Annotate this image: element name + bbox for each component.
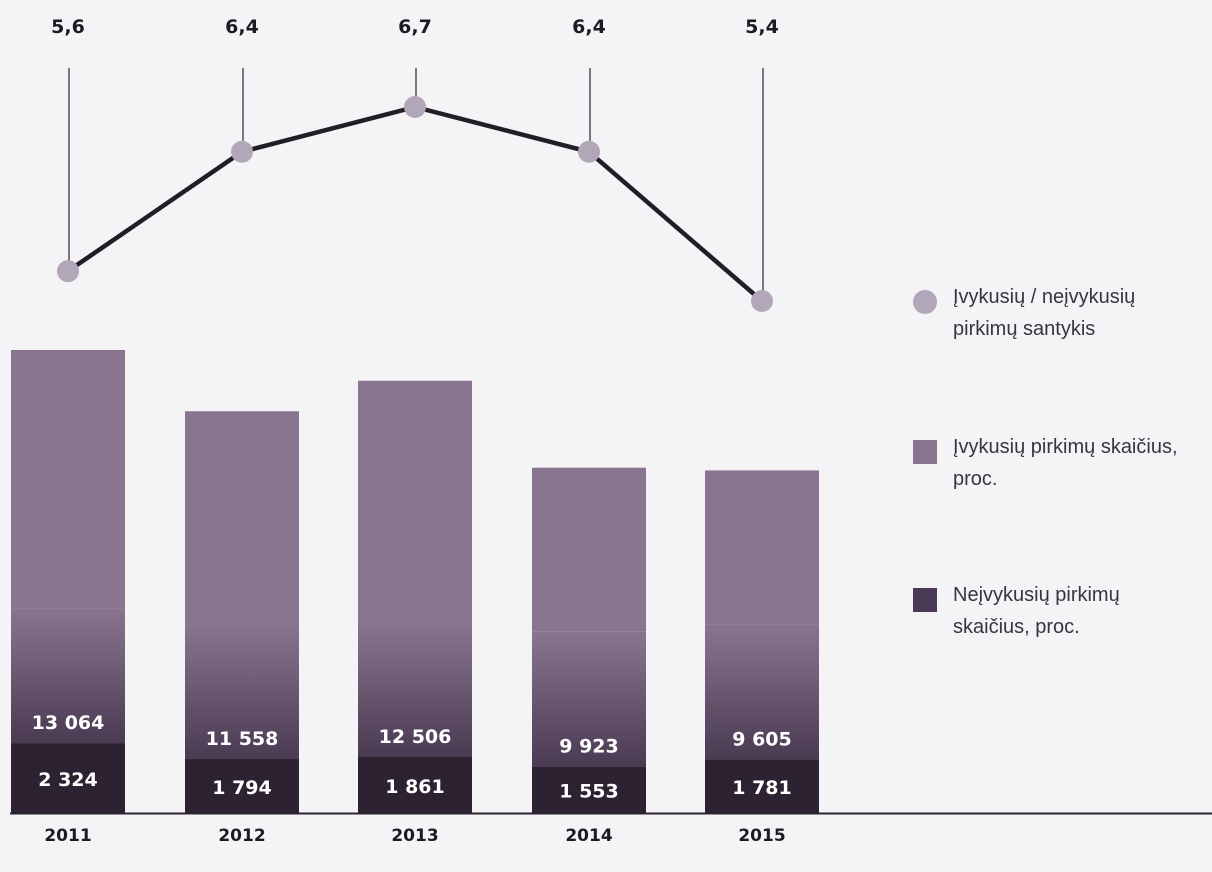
bar-label-successful: 12 506 xyxy=(379,726,452,748)
x-tick-label: 2014 xyxy=(565,826,612,846)
bar-label-successful: 9 605 xyxy=(732,728,792,750)
x-tick-label: 2015 xyxy=(738,826,785,846)
bar-unsuccessful xyxy=(358,757,472,813)
bar-successful xyxy=(358,380,472,623)
bar-successful-fade xyxy=(532,631,646,767)
bar-successful-fade xyxy=(185,624,299,760)
ratio-value-label: 5,4 xyxy=(745,16,779,38)
bar-label-unsuccessful: 1 794 xyxy=(212,777,272,799)
ratio-point xyxy=(231,140,253,163)
bar-label-unsuccessful: 1 781 xyxy=(732,777,792,799)
bar-unsuccessful xyxy=(11,743,125,813)
legend: Įvykusių / neįvykusių pirkimų santykis Į… xyxy=(913,0,1203,872)
legend-square-icon xyxy=(913,440,937,464)
bar-label-successful: 13 064 xyxy=(32,712,105,734)
ratio-value-label: 6,4 xyxy=(225,16,259,38)
ratio-value-label: 6,4 xyxy=(572,16,606,38)
ratio-line-layer xyxy=(57,68,773,312)
bar-successful xyxy=(185,411,299,625)
ratio-value-label: 6,7 xyxy=(398,16,432,38)
ratio-point xyxy=(404,96,426,118)
bar-label-unsuccessful: 1 553 xyxy=(559,781,619,803)
bar-successful-fade xyxy=(705,624,819,760)
legend-square-icon xyxy=(913,588,937,612)
x-tick-label: 2011 xyxy=(44,826,91,846)
bar-unsuccessful xyxy=(532,766,646,813)
legend-circle-icon xyxy=(913,290,937,314)
ratio-line xyxy=(66,104,764,303)
x-tick-label: 2013 xyxy=(391,826,438,846)
bar-label-unsuccessful: 1 861 xyxy=(385,776,445,798)
bar-label-unsuccessful: 2 324 xyxy=(38,769,98,791)
bar-successful-fade xyxy=(11,608,125,744)
bar-unsuccessful xyxy=(705,759,819,813)
bar-successful-fade xyxy=(358,622,472,758)
legend-label-ratio: Įvykusių / neįvykusių pirkimų santykis xyxy=(953,286,1136,340)
bar-unsuccessful xyxy=(185,759,299,813)
labels-layer: 13 064 2 324 2011 11 558 1 794 2012 12 506 1 86… xyxy=(32,16,792,846)
bar-label-successful: 11 558 xyxy=(206,728,279,750)
bar-successful xyxy=(532,467,646,632)
bar-successful xyxy=(705,470,819,625)
bars-layer xyxy=(10,350,1212,815)
ratio-point xyxy=(751,290,773,312)
bar-successful xyxy=(11,350,125,609)
legend-label-unsuccessful: Neįvykusių pirkimų skaičius, proc. xyxy=(953,584,1120,638)
ratio-point xyxy=(57,260,79,283)
legend-label-successful: Įvykusių pirkimų skaičius, proc. xyxy=(953,436,1178,490)
ratio-value-label: 5,6 xyxy=(51,16,85,38)
bar-label-successful: 9 923 xyxy=(559,735,619,757)
ratio-point xyxy=(578,140,600,163)
x-tick-label: 2012 xyxy=(218,826,265,846)
